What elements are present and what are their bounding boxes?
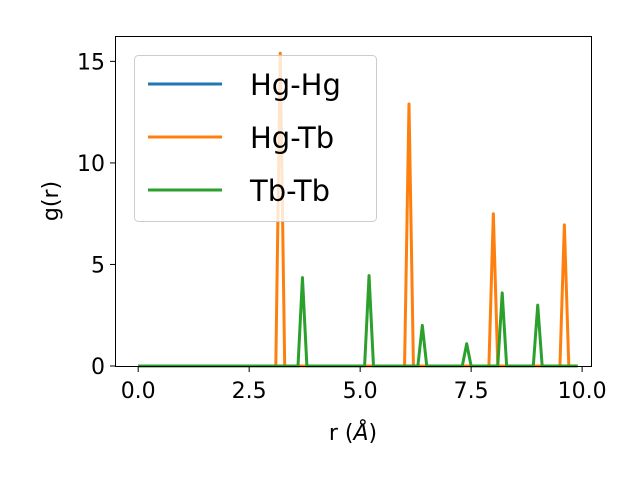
series-line-tb-tb xyxy=(138,274,578,368)
x-axis-label-unit: Å xyxy=(351,419,368,446)
legend-label-hg-hg: Hg-Hg xyxy=(250,68,341,102)
x-tick-label: 0.0 xyxy=(121,379,156,404)
x-axis-label: r (Å) xyxy=(329,419,377,446)
legend-label-hg-tb: Hg-Tb xyxy=(250,121,334,155)
y-axis-label: g(r) xyxy=(39,181,64,221)
x-tick-label: 10.0 xyxy=(558,379,607,404)
y-tick-label: 10 xyxy=(77,152,105,177)
plot-frame xyxy=(115,36,592,367)
x-axis: 0.0 2.5 5.0 7.5 10.0 xyxy=(121,366,607,404)
x-tick-label: 5.0 xyxy=(343,379,378,404)
y-axis: 0 5 10 15 xyxy=(77,50,116,380)
legend-label-tb-tb: Tb-Tb xyxy=(249,174,330,208)
x-tick-label: 7.5 xyxy=(454,379,489,404)
legend-box xyxy=(134,55,377,222)
y-tick-label: 5 xyxy=(91,253,105,278)
y-tick-label: 0 xyxy=(91,355,105,380)
x-tick-label: 2.5 xyxy=(232,379,267,404)
y-tick-label: 15 xyxy=(77,50,105,75)
legend: Hg-Hg Hg-Tb Tb-Tb xyxy=(134,55,377,222)
